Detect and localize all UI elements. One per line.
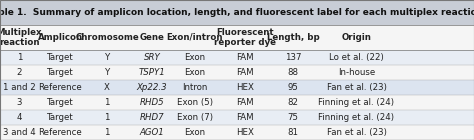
Text: 1: 1: [104, 98, 110, 107]
Text: FAM: FAM: [236, 113, 254, 122]
Text: Fluorescent
reporter dye: Fluorescent reporter dye: [214, 28, 275, 47]
Text: Fan et al. (23): Fan et al. (23): [327, 83, 386, 92]
Text: Target: Target: [47, 98, 73, 107]
Text: Lo et al. (22): Lo et al. (22): [329, 53, 384, 62]
Text: RHD5: RHD5: [140, 98, 164, 107]
Text: 2: 2: [17, 68, 22, 77]
Text: Exon (7): Exon (7): [177, 113, 213, 122]
Text: Multiplex
reaction: Multiplex reaction: [0, 28, 42, 47]
Text: Exon: Exon: [184, 68, 205, 77]
Text: 1: 1: [104, 128, 110, 137]
Text: Exon: Exon: [184, 128, 205, 137]
Text: Reference: Reference: [38, 128, 82, 137]
Text: Target: Target: [47, 68, 73, 77]
Bar: [0, 65, 474, 80]
Text: 137: 137: [285, 53, 301, 62]
Text: RHD7: RHD7: [140, 113, 164, 122]
Text: 1: 1: [17, 53, 22, 62]
Text: 3 and 4: 3 and 4: [3, 128, 36, 137]
Bar: [0, 95, 474, 110]
Bar: [0, 0, 474, 24]
Text: 3: 3: [17, 98, 22, 107]
Text: 1: 1: [104, 113, 110, 122]
Text: Gene: Gene: [140, 33, 164, 42]
Text: FAM: FAM: [236, 68, 254, 77]
Text: 88: 88: [287, 68, 299, 77]
Text: X: X: [104, 83, 110, 92]
Text: 81: 81: [287, 128, 299, 137]
Text: SRY: SRY: [144, 53, 161, 62]
Text: Exon/intron: Exon/intron: [166, 33, 223, 42]
Text: Y: Y: [104, 68, 110, 77]
Text: FAM: FAM: [236, 98, 254, 107]
Text: Origin: Origin: [341, 33, 372, 42]
Text: Y: Y: [104, 53, 110, 62]
Text: Amplicon: Amplicon: [37, 33, 83, 42]
Text: 75: 75: [287, 113, 299, 122]
Text: Target: Target: [47, 53, 73, 62]
Text: Exon: Exon: [184, 53, 205, 62]
Text: Xp22.3: Xp22.3: [137, 83, 167, 92]
Bar: [0, 125, 474, 140]
Text: HEX: HEX: [236, 128, 254, 137]
Text: Length, bp: Length, bp: [266, 33, 319, 42]
Text: AGO1: AGO1: [140, 128, 164, 137]
Text: Finning et al. (24): Finning et al. (24): [319, 113, 394, 122]
Bar: [0, 24, 474, 50]
Text: Intron: Intron: [182, 83, 208, 92]
Bar: [0, 50, 474, 65]
Text: 4: 4: [17, 113, 22, 122]
Text: 1 and 2: 1 and 2: [3, 83, 36, 92]
Text: 95: 95: [288, 83, 298, 92]
Bar: [0, 110, 474, 125]
Text: Reference: Reference: [38, 83, 82, 92]
Text: Finning et al. (24): Finning et al. (24): [319, 98, 394, 107]
Text: Fan et al. (23): Fan et al. (23): [327, 128, 386, 137]
Text: 82: 82: [287, 98, 299, 107]
Text: Table 1.  Summary of amplicon location, length, and fluorescent label for each m: Table 1. Summary of amplicon location, l…: [0, 8, 474, 17]
Text: TSPY1: TSPY1: [139, 68, 165, 77]
Text: Chromosome: Chromosome: [75, 33, 139, 42]
Bar: [0, 80, 474, 95]
Text: Target: Target: [47, 113, 73, 122]
Text: Exon (5): Exon (5): [177, 98, 213, 107]
Text: FAM: FAM: [236, 53, 254, 62]
Text: In-house: In-house: [338, 68, 375, 77]
Text: HEX: HEX: [236, 83, 254, 92]
